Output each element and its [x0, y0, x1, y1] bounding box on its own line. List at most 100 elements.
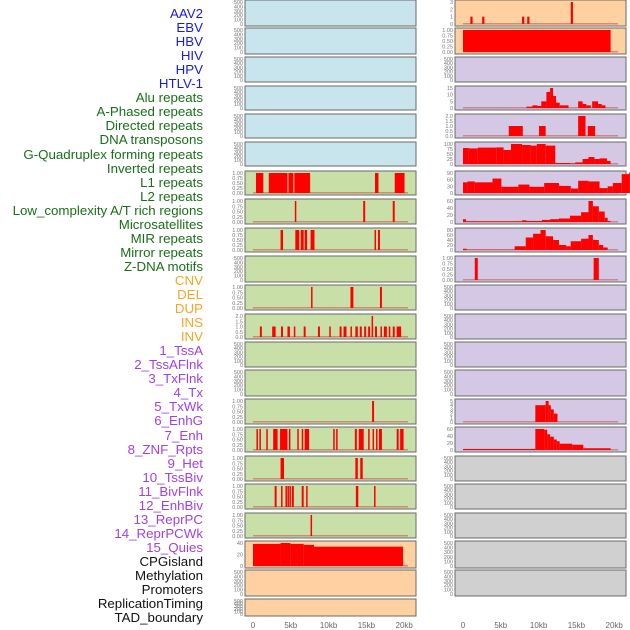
data-bar	[570, 188, 579, 193]
track-label: MIR repeats	[130, 230, 203, 246]
y-tick-label: 400	[444, 546, 453, 552]
data-bar	[581, 212, 589, 222]
y-tick-label: 0.75	[232, 233, 243, 239]
data-bar	[550, 409, 554, 422]
data-bar	[396, 326, 402, 337]
data-bar	[355, 458, 358, 479]
panel-background	[244, 398, 417, 425]
y-tick-label: 0.75	[232, 432, 243, 438]
x-tick-label: 10kb	[320, 621, 338, 630]
data-bar	[470, 16, 473, 24]
y-tick-label: 0.75	[232, 404, 243, 410]
y-tick-label: 500	[444, 342, 453, 348]
data-bar	[463, 219, 466, 222]
panel-background	[244, 0, 417, 27]
y-tick-label: 400	[444, 61, 453, 67]
y-tick-label: 100	[234, 130, 243, 136]
y-tick-label: 300	[234, 37, 243, 43]
y-tick-label: 400	[444, 346, 453, 352]
y-tick-label: 1	[450, 15, 453, 21]
y-tick-label: 0.50	[232, 467, 243, 473]
y-tick-label: 0.25	[232, 415, 243, 421]
y-tick-label: 0	[450, 420, 453, 426]
data-bar	[601, 105, 606, 108]
y-tick-label: 1.00	[442, 28, 453, 34]
y-tick-label: 5	[450, 99, 453, 105]
y-tick-label: 0	[450, 392, 453, 398]
track-label: HPV	[175, 62, 203, 78]
data-bar	[544, 429, 548, 450]
y-tick-label: 0.25	[232, 215, 243, 221]
y-tick-label: 0	[240, 134, 243, 140]
data-bar	[372, 429, 375, 450]
y-tick-label: 0.25	[232, 243, 243, 249]
track-label: Promoters	[141, 582, 203, 598]
panel-background	[454, 512, 627, 539]
panel-background	[454, 341, 627, 368]
y-tick-label: 2	[450, 412, 453, 418]
y-tick-label: 200	[444, 497, 453, 503]
data-bar	[297, 429, 299, 450]
data-bar	[368, 429, 370, 450]
data-bar	[545, 401, 549, 422]
track-label: HTLV-1	[158, 76, 203, 92]
data-bar	[274, 486, 277, 507]
panel-background	[244, 512, 417, 539]
data-bar	[371, 316, 374, 337]
data-bar	[612, 183, 622, 193]
data-bar	[350, 287, 354, 308]
x-tick-label: 15kb	[568, 621, 586, 630]
y-tick-label: 400	[444, 374, 453, 380]
data-bar	[592, 206, 599, 222]
data-bar	[533, 233, 541, 250]
baseline	[463, 279, 618, 281]
data-bar	[280, 458, 284, 479]
y-tick-label: 500	[444, 513, 453, 519]
data-bar	[388, 326, 391, 337]
panel-background	[244, 598, 417, 617]
y-tick-label: 400	[444, 488, 453, 494]
x-tick-label: 20kb	[396, 621, 414, 630]
y-tick-label: 30	[447, 184, 453, 190]
data-bar	[333, 429, 335, 450]
y-tick-label: 0	[450, 505, 453, 511]
data-bar	[546, 92, 551, 108]
y-tick-label: 1.00	[232, 513, 243, 519]
data-bar	[553, 240, 559, 250]
data-bar	[304, 230, 308, 250]
data-bar	[280, 429, 288, 450]
data-bar	[359, 326, 362, 337]
y-tick-label: 0.50	[442, 39, 453, 45]
y-tick-label: 20	[447, 441, 453, 447]
data-bar	[281, 486, 283, 507]
y-tick-label: 400	[444, 460, 453, 466]
y-tick-label: 200	[234, 583, 243, 589]
data-bar	[463, 30, 611, 52]
left-panel: 0.000.250.500.751.00	[232, 512, 417, 540]
baseline	[253, 221, 408, 223]
baseline	[253, 506, 408, 508]
x-tick-label: 20kb	[606, 621, 624, 630]
y-tick-label: 0	[450, 306, 453, 312]
y-tick-label: 0	[450, 78, 453, 84]
panel-background	[244, 113, 417, 139]
data-bar	[508, 126, 523, 136]
data-bar	[310, 230, 315, 250]
data-bar	[477, 147, 497, 164]
y-tick-label: 0	[450, 191, 453, 197]
data-bar	[570, 163, 576, 164]
data-bar	[492, 178, 502, 193]
y-tick-label: 400	[234, 118, 243, 124]
data-bar	[599, 188, 608, 193]
y-tick-label: 200	[444, 555, 453, 561]
data-bar	[465, 221, 523, 222]
panel-background	[454, 255, 627, 283]
y-tick-label: 0	[450, 592, 453, 598]
track-label: Inverted repeats	[106, 160, 203, 176]
data-bar	[259, 326, 262, 337]
y-tick-label: 0	[450, 534, 453, 540]
